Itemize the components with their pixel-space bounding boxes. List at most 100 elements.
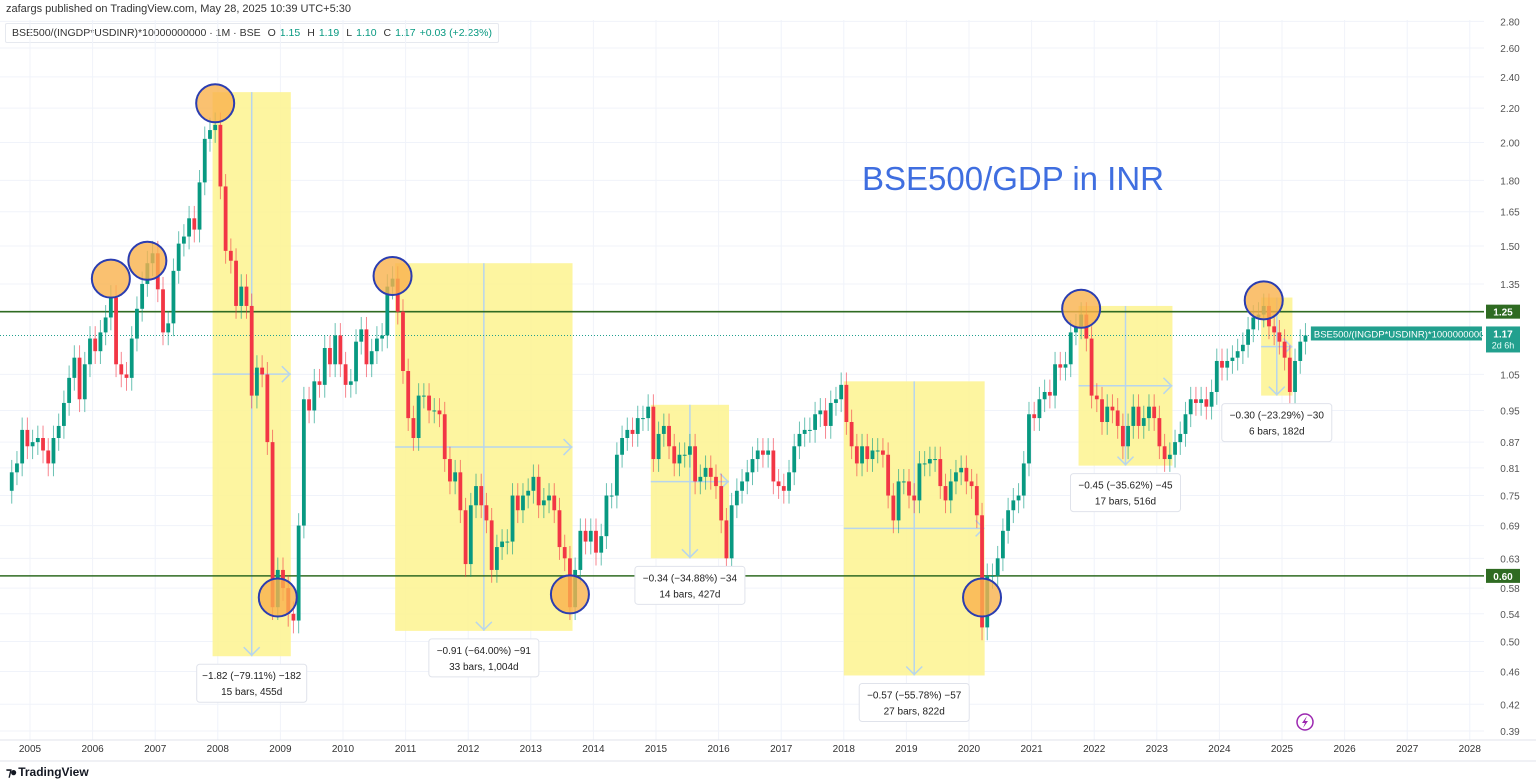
candle-up (948, 481, 953, 501)
candle-up (56, 425, 61, 439)
measurement-label-box (1221, 403, 1333, 443)
candle-up (15, 463, 19, 473)
candle-up (1298, 341, 1303, 361)
candle-down (943, 486, 948, 501)
tradingview-logo[interactable]: ⁊● TradingView (6, 765, 89, 779)
candle-up (1141, 418, 1146, 426)
circle-marker[interactable] (257, 577, 298, 618)
candle-down (1287, 357, 1292, 392)
circle-marker[interactable] (127, 240, 168, 281)
candle-up (322, 347, 327, 385)
symbol-name[interactable]: BSE500/(INGDP*USDINR)*10000000000 · 1M ·… (12, 27, 261, 39)
arrow-right-icon (1162, 377, 1173, 395)
price-tick-label: 1.05 (1500, 370, 1520, 381)
candle-up (995, 558, 1000, 576)
candle-up (51, 438, 56, 464)
candle-up (792, 446, 797, 473)
lightning-icon[interactable] (1296, 713, 1314, 731)
candle-up (35, 438, 40, 443)
candle-up (72, 357, 77, 378)
candle-down (1089, 338, 1094, 396)
candle-down (552, 495, 557, 511)
candle-down (1152, 406, 1157, 419)
candle-up (959, 467, 964, 473)
candle-up (197, 182, 202, 230)
price-tick-label: 0.75 (1500, 492, 1520, 503)
candle-up (531, 476, 536, 491)
time-tick-label: 2021 (1020, 744, 1043, 755)
candle-down (1110, 406, 1115, 411)
measurement-label-box (858, 682, 970, 722)
time-axis[interactable]: 2005 2006 2007 2008 2009 2010 2011 2012 2013 2014… (0, 739, 1536, 762)
candle-down (161, 289, 165, 333)
candle-down (427, 395, 431, 411)
candle-down (854, 446, 859, 464)
candle-down (1220, 360, 1224, 368)
candle-up (834, 399, 838, 403)
circled-extremes[interactable] (90, 83, 1284, 618)
time-tick-label: 2019 (895, 744, 918, 755)
candle-down (907, 481, 911, 496)
bar-countdown-label: 2d 6h (1492, 340, 1515, 350)
candle-up (740, 481, 744, 491)
candle-up (698, 476, 703, 482)
change-value: +0.03 (+2.23%) (419, 27, 492, 39)
candle-down (249, 305, 254, 396)
candle-up (505, 541, 510, 543)
measurement-bars-text: 17 bars, 516d (1095, 497, 1156, 508)
candle-up (9, 472, 14, 491)
arrow-right-icon (563, 438, 573, 456)
candle-up (797, 433, 802, 447)
candle-down (479, 486, 484, 506)
candle-up (1147, 406, 1151, 419)
symbol-legend[interactable]: BSE500/(INGDP*USDINR)*10000000000 · 1M ·… (5, 23, 499, 43)
candle-down (119, 364, 124, 375)
candle-down (651, 406, 656, 460)
candle-up (807, 429, 812, 431)
candle-down (338, 335, 343, 365)
candle-up (745, 472, 750, 482)
candle-down (1120, 425, 1125, 447)
price-tick-label: 0.42 (1500, 700, 1520, 711)
candle-down (270, 442, 275, 608)
circle-marker[interactable] (372, 256, 413, 297)
candle-up (1053, 364, 1057, 396)
candle-down (630, 429, 635, 434)
circle-marker[interactable] (962, 577, 1003, 618)
chart-title[interactable]: BSE500/GDP in INR (862, 160, 1164, 197)
candle-up (135, 308, 139, 339)
candle-down (1047, 391, 1052, 396)
candle-down (442, 414, 447, 460)
time-tick-label: 2016 (707, 744, 730, 755)
candle-up (20, 429, 25, 464)
candle-down (317, 381, 322, 385)
candle-up (208, 130, 212, 139)
price-tick-label: 0.39 (1500, 727, 1520, 738)
candle-up (416, 395, 421, 439)
candle-down (484, 505, 489, 521)
price-axis-bg (1484, 0, 1536, 760)
candle-up (755, 450, 760, 460)
time-tick-label: 2007 (144, 744, 167, 755)
candle-down (218, 124, 223, 187)
circle-marker[interactable] (90, 258, 131, 299)
circle-marker[interactable] (549, 574, 590, 615)
candle-down (693, 446, 698, 482)
time-tick-label: 2022 (1083, 744, 1106, 755)
candle-down (938, 459, 943, 487)
candle-up (677, 454, 682, 464)
time-tick-label: 2025 (1271, 744, 1294, 755)
candle-down (448, 459, 452, 482)
circle-marker[interactable] (1243, 280, 1284, 321)
candle-up (474, 486, 478, 506)
price-axis[interactable]: 2.80 2.60 2.40 2.20 2.00 1.80 1.65 1.50 1.35 1.05… (1310, 0, 1536, 760)
circle-marker[interactable] (195, 83, 236, 124)
circle-marker[interactable] (1061, 288, 1102, 329)
candle-up (1293, 360, 1297, 392)
candle-down (881, 450, 885, 455)
candle-down (244, 286, 249, 306)
candle-down (437, 410, 442, 415)
candle-down (1032, 414, 1037, 419)
logo-text: TradingView (18, 765, 89, 779)
